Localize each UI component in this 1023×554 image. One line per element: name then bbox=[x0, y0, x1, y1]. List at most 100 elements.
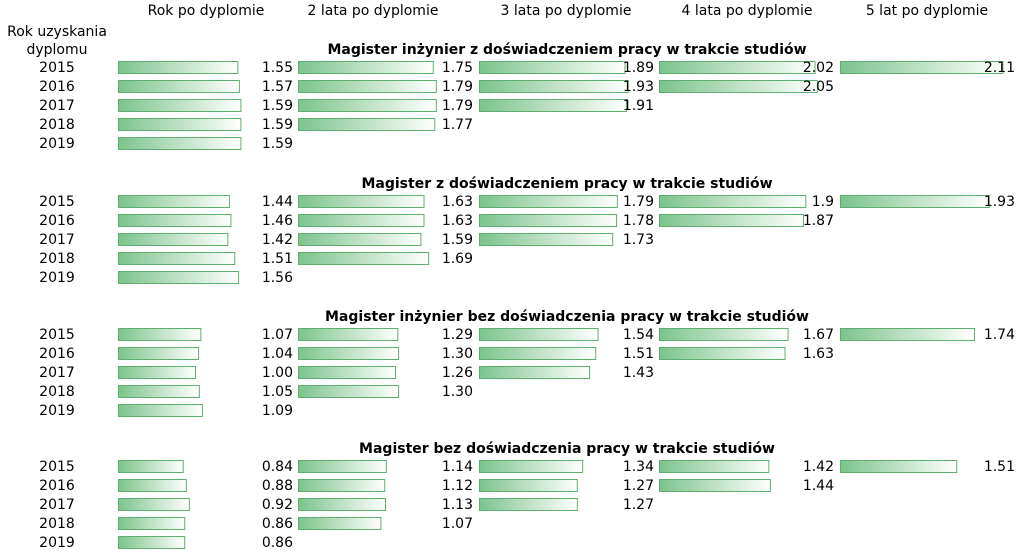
year-label: 2017 bbox=[39, 98, 75, 114]
value-label: 1.26 bbox=[442, 365, 473, 381]
bar bbox=[118, 61, 239, 74]
value-label: 1.93 bbox=[623, 79, 654, 95]
bar bbox=[298, 195, 425, 208]
value-label: 0.92 bbox=[262, 497, 293, 513]
bar bbox=[298, 328, 399, 341]
bar bbox=[118, 347, 200, 360]
value-label: 1.07 bbox=[262, 327, 293, 343]
panels: Magister inżynier z doświadczeniem pracy… bbox=[39, 42, 1015, 551]
bar bbox=[118, 460, 184, 473]
bar bbox=[479, 498, 578, 511]
value-label: 1.55 bbox=[262, 60, 293, 76]
bar bbox=[659, 328, 789, 341]
value-label: 0.86 bbox=[262, 535, 293, 551]
panel-title: Magister inżynier z doświadczeniem pracy… bbox=[327, 42, 806, 58]
value-label: 1.12 bbox=[442, 478, 473, 494]
panel-title: Magister inżynier bez doświadczenia prac… bbox=[325, 309, 809, 325]
year-label: 2017 bbox=[39, 365, 75, 381]
bar bbox=[840, 195, 990, 208]
value-label: 1.77 bbox=[442, 117, 473, 133]
bar bbox=[479, 479, 578, 492]
bar bbox=[118, 536, 186, 549]
bar bbox=[298, 347, 400, 360]
bar bbox=[118, 80, 240, 93]
value-label: 1.44 bbox=[803, 478, 834, 494]
panel: Magister inżynier z doświadczeniem pracy… bbox=[39, 42, 1015, 152]
value-label: 1.73 bbox=[623, 232, 654, 248]
year-label: 2019 bbox=[39, 136, 75, 152]
value-label: 1.42 bbox=[262, 232, 293, 248]
value-label: 1.27 bbox=[623, 478, 654, 494]
value-label: 1.91 bbox=[623, 98, 654, 114]
bar bbox=[118, 385, 200, 398]
year-label: 2018 bbox=[39, 117, 75, 133]
bar bbox=[479, 328, 599, 341]
bar bbox=[298, 252, 430, 265]
value-label: 1.51 bbox=[262, 251, 293, 267]
bar bbox=[840, 328, 975, 341]
value-label: 1.78 bbox=[623, 213, 654, 229]
bar bbox=[298, 460, 387, 473]
bar bbox=[118, 517, 186, 530]
year-label: 2015 bbox=[39, 194, 75, 210]
value-label: 1.00 bbox=[262, 365, 293, 381]
year-label: 2015 bbox=[39, 60, 75, 76]
bar bbox=[298, 498, 387, 511]
year-label: 2018 bbox=[39, 384, 75, 400]
value-label: 0.84 bbox=[262, 459, 293, 475]
value-label: 1.13 bbox=[442, 497, 473, 513]
bar bbox=[479, 366, 591, 379]
row-header-label: Rok uzyskania bbox=[7, 24, 107, 40]
row-header-label: dyplomu bbox=[26, 42, 87, 58]
value-label: 1.89 bbox=[623, 60, 654, 76]
year-label: 2015 bbox=[39, 327, 75, 343]
value-label: 0.88 bbox=[262, 478, 293, 494]
bar bbox=[118, 195, 230, 208]
bar bbox=[659, 214, 804, 227]
year-label: 2019 bbox=[39, 535, 75, 551]
bar bbox=[840, 460, 958, 473]
bar bbox=[659, 61, 816, 74]
bar bbox=[298, 99, 437, 112]
value-label: 1.79 bbox=[442, 98, 473, 114]
bar bbox=[298, 61, 434, 74]
year-label: 2016 bbox=[39, 79, 75, 95]
value-label: 2.02 bbox=[803, 60, 834, 76]
year-label: 2016 bbox=[39, 346, 75, 362]
bar bbox=[479, 233, 614, 246]
year-label: 2017 bbox=[39, 497, 75, 513]
bar bbox=[118, 366, 196, 379]
column-headers: Rok po dyplomie 2 lata po dyplomie 3 lata … bbox=[148, 3, 989, 19]
value-label: 1.04 bbox=[262, 346, 293, 362]
bar bbox=[118, 271, 240, 284]
value-label: 1.93 bbox=[984, 194, 1015, 210]
bar bbox=[479, 99, 628, 112]
bar bbox=[659, 347, 786, 360]
bar bbox=[479, 195, 618, 208]
bar bbox=[298, 366, 397, 379]
value-label: 1.29 bbox=[442, 327, 473, 343]
year-label: 2019 bbox=[39, 403, 75, 419]
bar bbox=[118, 118, 242, 131]
bar bbox=[118, 99, 242, 112]
value-label: 1.59 bbox=[262, 98, 293, 114]
value-label: 1.05 bbox=[262, 384, 293, 400]
bar bbox=[479, 80, 629, 93]
column-header: Rok po dyplomie bbox=[148, 3, 265, 19]
column-header: 5 lat po dyplomie bbox=[866, 3, 988, 19]
bar bbox=[298, 479, 386, 492]
bar bbox=[118, 137, 242, 150]
bar bbox=[118, 328, 202, 341]
bar bbox=[118, 214, 232, 227]
value-label: 1.59 bbox=[442, 232, 473, 248]
column-header: 2 lata po dyplomie bbox=[308, 3, 439, 19]
value-label: 1.79 bbox=[623, 194, 654, 210]
bar bbox=[298, 385, 400, 398]
year-label: 2018 bbox=[39, 516, 75, 532]
value-label: 1.09 bbox=[262, 403, 293, 419]
value-label: 1.79 bbox=[442, 79, 473, 95]
value-label: 1.63 bbox=[442, 213, 473, 229]
bar bbox=[840, 61, 1004, 74]
bar bbox=[118, 404, 203, 417]
